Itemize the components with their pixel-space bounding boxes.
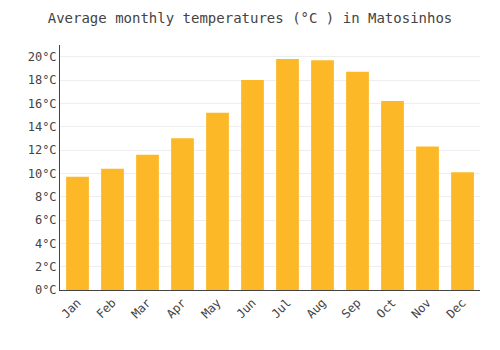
svg-text:8°C: 8°C [35,190,57,204]
svg-text:Aug: Aug [304,296,329,321]
svg-text:Mar: Mar [129,296,154,321]
svg-text:Oct: Oct [374,296,399,321]
svg-text:Dec: Dec [444,296,469,321]
svg-text:16°C: 16°C [28,97,57,111]
svg-text:Nov: Nov [409,296,434,321]
svg-text:Feb: Feb [94,296,119,321]
svg-text:Apr: Apr [164,296,189,321]
svg-text:Jun: Jun [234,296,259,321]
svg-text:0°C: 0°C [35,283,57,297]
svg-text:2°C: 2°C [35,260,57,274]
svg-text:14°C: 14°C [28,120,57,134]
svg-text:Jul: Jul [269,296,294,321]
svg-text:12°C: 12°C [28,143,57,157]
svg-text:Jan: Jan [59,296,84,321]
svg-text:6°C: 6°C [35,213,57,227]
svg-text:Sep: Sep [339,296,364,321]
svg-text:May: May [199,296,224,321]
svg-text:4°C: 4°C [35,237,57,251]
svg-text:20°C: 20°C [28,50,57,64]
svg-text:10°C: 10°C [28,167,57,181]
svg-text:Average monthly temperatures (: Average monthly temperatures (°C ) in Ma… [48,10,453,26]
svg-text:18°C: 18°C [28,73,57,87]
